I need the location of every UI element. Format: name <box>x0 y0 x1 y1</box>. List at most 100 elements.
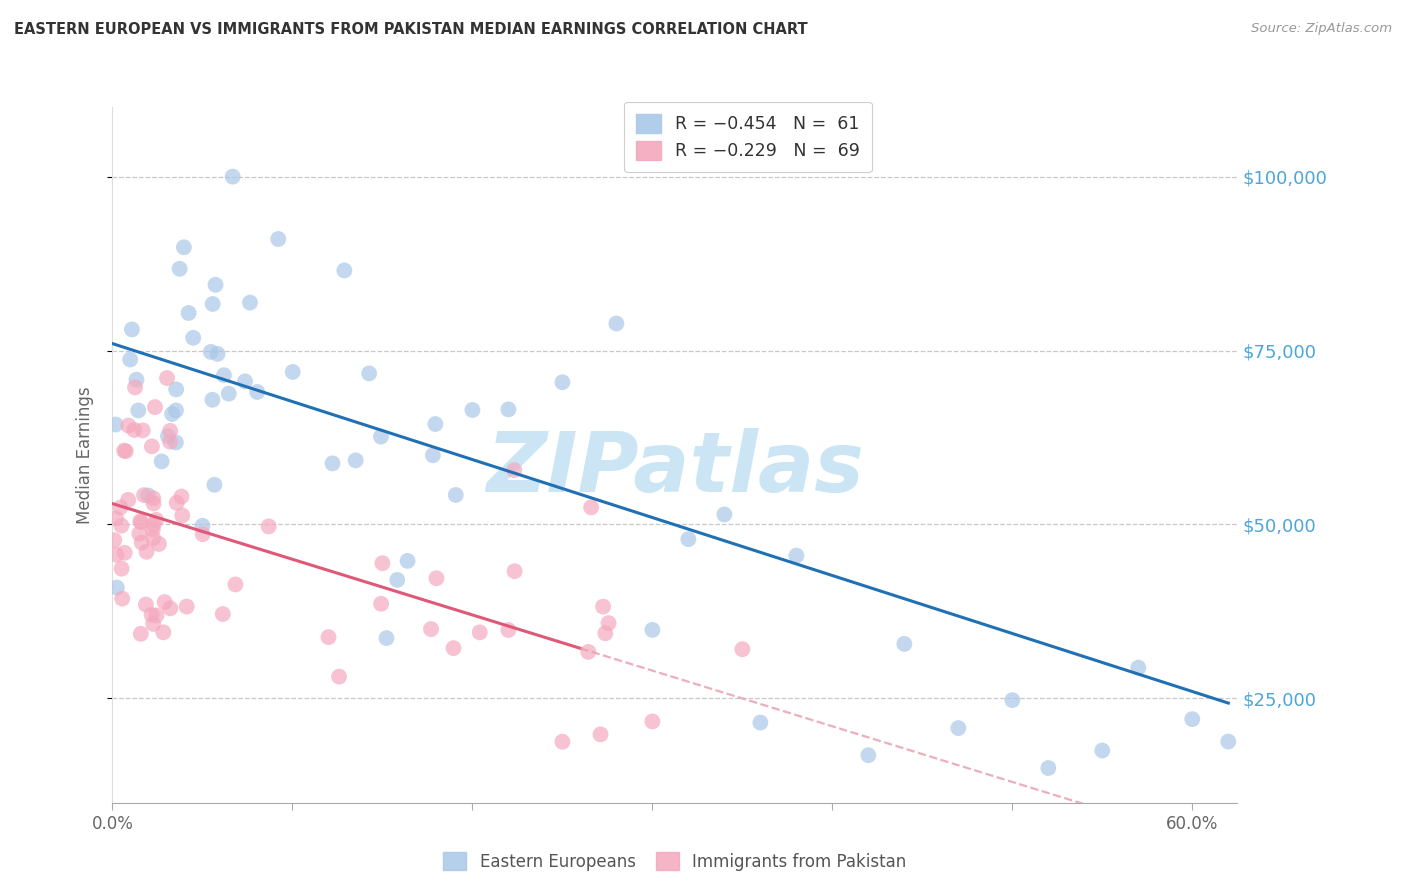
Point <box>153 595 176 609</box>
Point <box>120 352 142 367</box>
Point <box>211 607 233 621</box>
Point <box>105 548 128 562</box>
Point <box>678 532 700 546</box>
Point <box>142 496 165 510</box>
Point <box>152 625 174 640</box>
Point <box>110 561 132 575</box>
Point <box>110 518 132 533</box>
Point <box>104 417 127 432</box>
Point <box>200 345 222 359</box>
Point <box>142 491 165 506</box>
Point <box>181 331 204 345</box>
Point <box>173 240 195 254</box>
Point <box>207 347 229 361</box>
Point <box>420 622 443 636</box>
Point <box>117 418 139 433</box>
Point <box>422 448 444 462</box>
Point <box>503 564 526 578</box>
Point <box>176 599 198 614</box>
Point <box>191 518 214 533</box>
Point <box>589 727 612 741</box>
Point <box>117 492 139 507</box>
Point <box>129 515 152 529</box>
Point <box>150 454 173 468</box>
Point <box>595 626 617 640</box>
Y-axis label: Median Earnings: Median Earnings <box>76 386 94 524</box>
Point <box>142 531 165 545</box>
Point <box>159 434 181 449</box>
Point <box>142 517 165 532</box>
Point <box>191 527 214 541</box>
Point <box>387 573 409 587</box>
Point <box>579 500 602 515</box>
Point <box>281 365 304 379</box>
Point <box>201 297 224 311</box>
Point <box>893 637 915 651</box>
Point <box>136 488 159 502</box>
Point <box>218 386 240 401</box>
Point <box>605 317 627 331</box>
Point <box>551 375 574 389</box>
Point <box>461 403 484 417</box>
Point <box>344 453 367 467</box>
Point <box>128 526 150 541</box>
Point <box>785 549 807 563</box>
Point <box>201 392 224 407</box>
Point <box>177 306 200 320</box>
Point <box>318 630 340 644</box>
Point <box>132 423 155 437</box>
Point <box>159 601 181 615</box>
Point <box>124 380 146 394</box>
Point <box>114 546 136 560</box>
Point <box>498 623 520 637</box>
Point <box>468 625 491 640</box>
Point <box>129 514 152 528</box>
Point <box>165 383 187 397</box>
Point <box>114 444 136 458</box>
Point <box>731 642 754 657</box>
Point <box>713 508 735 522</box>
Point <box>143 400 166 414</box>
Point <box>598 616 620 631</box>
Point <box>204 277 226 292</box>
Point <box>170 490 193 504</box>
Point <box>212 368 235 383</box>
Point <box>160 407 183 421</box>
Point <box>948 721 970 735</box>
Point <box>141 607 163 622</box>
Point <box>221 169 243 184</box>
Point <box>129 627 152 641</box>
Point <box>165 403 187 417</box>
Point <box>503 463 526 477</box>
Point <box>498 402 520 417</box>
Point <box>159 424 181 438</box>
Point <box>105 511 128 525</box>
Point <box>443 641 465 656</box>
Point <box>1038 761 1060 775</box>
Point <box>166 496 188 510</box>
Text: Source: ZipAtlas.com: Source: ZipAtlas.com <box>1251 22 1392 36</box>
Point <box>169 261 191 276</box>
Point <box>233 375 256 389</box>
Point <box>425 571 447 585</box>
Point <box>321 456 343 470</box>
Point <box>1181 712 1204 726</box>
Point <box>105 581 128 595</box>
Point <box>148 537 170 551</box>
Point <box>551 735 574 749</box>
Point <box>370 597 392 611</box>
Point <box>103 533 125 548</box>
Point <box>122 423 145 437</box>
Point <box>375 631 398 645</box>
Point <box>1091 743 1114 757</box>
Point <box>135 598 157 612</box>
Point <box>858 748 880 763</box>
Point <box>110 500 132 515</box>
Point <box>396 554 419 568</box>
Point <box>141 439 163 453</box>
Point <box>1218 734 1240 748</box>
Point <box>1128 660 1150 674</box>
Text: ZIPatlas: ZIPatlas <box>486 428 863 509</box>
Point <box>132 488 155 502</box>
Point <box>641 623 664 637</box>
